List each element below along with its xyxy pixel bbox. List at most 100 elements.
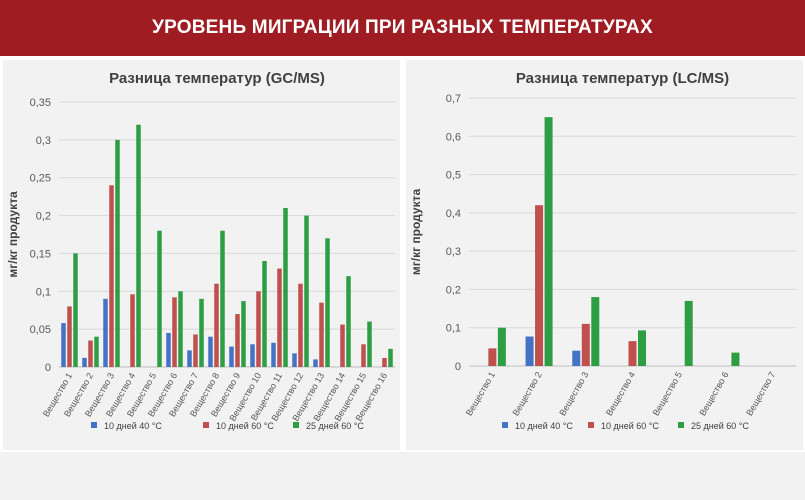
bar <box>346 276 351 367</box>
y-axis-label: мг/кг продукта <box>6 191 20 278</box>
bar <box>628 341 637 366</box>
legend-swatch <box>588 422 594 428</box>
bar <box>178 291 183 367</box>
legend-swatch <box>678 422 684 428</box>
legend-label: 10 дней 60 °C <box>216 421 274 431</box>
bar <box>544 117 553 366</box>
legend-swatch <box>91 422 97 428</box>
bar <box>214 283 219 367</box>
bar <box>115 139 120 367</box>
bar <box>313 359 318 367</box>
page-header: УРОВЕНЬ МИГРАЦИИ ПРИ РАЗНЫХ ТЕМПЕРАТУРАХ <box>0 0 805 56</box>
chart-lcms: Разница температур (LC/MS) мг/кг продукта… <box>409 70 796 431</box>
legend-label: 25 дней 60 °C <box>306 421 364 431</box>
bar <box>684 300 693 366</box>
y-tick-label: 0,4 <box>446 208 461 220</box>
y-tick-label: 0,2 <box>36 211 51 223</box>
bar <box>67 306 72 367</box>
bar <box>136 124 141 367</box>
footer-strip <box>0 452 805 500</box>
bar <box>271 342 276 367</box>
x-tick-label: Вещество 2 <box>511 370 544 418</box>
bar <box>361 344 366 367</box>
chart-gcms: Разница температур (GC/MS) мг/кг продукта… <box>6 70 395 431</box>
y-tick-label: 0,2 <box>446 284 461 296</box>
chart-panel-lcms: Разница температур (LC/MS) мг/кг продукта… <box>406 60 803 450</box>
bar <box>497 327 506 366</box>
bar <box>241 301 246 367</box>
bar <box>535 205 544 366</box>
legend-swatch <box>293 422 299 428</box>
legend-swatch <box>203 422 209 428</box>
bar <box>208 336 213 367</box>
bar <box>229 346 234 367</box>
bar <box>157 230 162 367</box>
bar <box>199 298 204 367</box>
bar <box>220 230 225 367</box>
bar <box>82 357 87 367</box>
bar <box>731 352 740 366</box>
x-tick-label: Вещество 7 <box>744 370 777 418</box>
bar <box>103 298 108 367</box>
bar <box>382 357 387 367</box>
bar <box>187 350 192 367</box>
bar <box>638 330 646 366</box>
bar <box>94 336 99 367</box>
bar <box>130 294 135 367</box>
bar <box>525 336 534 366</box>
y-tick-label: 0,1 <box>446 323 461 335</box>
y-tick-label: 0,15 <box>30 248 51 260</box>
x-tick-label: Вещество 1 <box>464 370 497 418</box>
bar <box>367 321 372 367</box>
bar <box>591 297 600 366</box>
bar <box>581 323 590 366</box>
y-tick-label: 0,35 <box>30 97 51 109</box>
y-tick-label: 0,7 <box>446 93 461 105</box>
legend-label: 10 дней 60 °C <box>601 421 659 431</box>
bar <box>304 215 309 367</box>
y-tick-label: 0,1 <box>36 286 51 298</box>
bar <box>319 302 324 367</box>
bar <box>488 348 497 366</box>
y-tick-label: 0,05 <box>30 324 51 336</box>
bar <box>325 238 330 367</box>
bar <box>283 208 288 367</box>
bar <box>73 253 78 367</box>
bar <box>250 344 255 367</box>
x-tick-label: Вещество 5 <box>651 370 684 418</box>
y-tick-label: 0 <box>455 361 461 373</box>
y-tick-label: 0,6 <box>446 131 461 143</box>
y-tick-label: 0,25 <box>30 173 51 185</box>
bar <box>109 185 114 367</box>
legend-swatch <box>502 422 508 428</box>
x-tick-label: Вещество 4 <box>604 370 637 418</box>
y-tick-label: 0 <box>45 362 51 374</box>
chart-title: Разница температур (LC/MS) <box>516 70 729 87</box>
chart-title: Разница температур (GC/MS) <box>109 70 325 87</box>
y-tick-label: 0,5 <box>446 170 461 182</box>
legend-label: 10 дней 40 °C <box>515 421 573 431</box>
bar <box>235 314 240 367</box>
bar <box>88 340 93 367</box>
x-tick-label: Вещество 3 <box>557 370 590 418</box>
y-tick-label: 0,3 <box>446 246 461 258</box>
x-tick-label: Вещество 6 <box>697 370 730 418</box>
page-title: УРОВЕНЬ МИГРАЦИИ ПРИ РАЗНЫХ ТЕМПЕРАТУРАХ <box>152 17 653 38</box>
bar <box>61 323 66 367</box>
y-axis-label: мг/кг продукта <box>409 189 423 276</box>
bar <box>172 297 177 367</box>
bar <box>572 350 581 366</box>
bar <box>166 332 171 367</box>
legend-label: 10 дней 40 °C <box>104 421 162 431</box>
legend-label: 25 дней 60 °C <box>691 421 749 431</box>
bar <box>256 291 261 367</box>
bar <box>340 324 345 367</box>
bar <box>298 283 303 367</box>
y-tick-label: 0,3 <box>36 135 51 147</box>
bar <box>262 261 267 367</box>
chart-panel-gcms: Разница температур (GC/MS) мг/кг продукта… <box>3 60 400 450</box>
bar <box>277 268 282 367</box>
bar <box>388 348 393 367</box>
bar <box>292 353 297 367</box>
bar <box>193 334 198 367</box>
